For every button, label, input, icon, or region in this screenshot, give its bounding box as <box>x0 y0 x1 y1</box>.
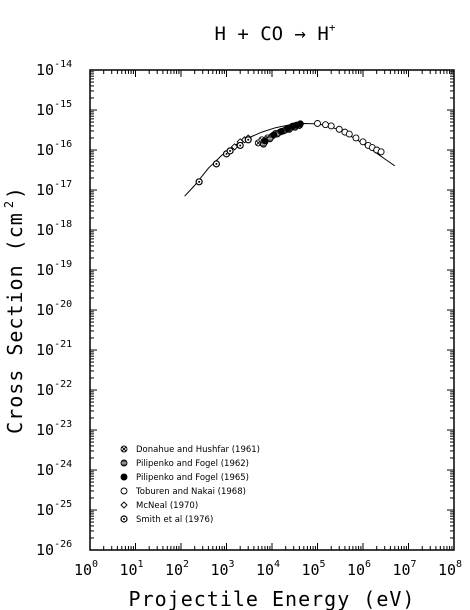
legend-label: Toburen and Nakai (1968) <box>135 487 246 497</box>
y-tick-labels: 10-26 10-25 10-24 10-23 10-22 10-21 10-20 10-19… <box>36 59 72 559</box>
x-tick-label: 107 <box>392 559 416 579</box>
x-tick-labels: 100 101 102 103 104 105 106 107 108 <box>74 559 462 579</box>
legend-marker <box>120 445 128 453</box>
y-tick-label: 10-20 <box>36 299 72 319</box>
y-tick-label: 10-23 <box>36 419 72 439</box>
x-tick-label: 103 <box>210 559 234 579</box>
y-tick-label: 10-14 <box>36 59 72 79</box>
chart-title-superscript: + <box>329 21 336 34</box>
data-point <box>377 148 385 156</box>
data-point <box>230 143 239 151</box>
fit-curve <box>184 122 396 197</box>
legend-label: Donahue and Hushfar (1961) <box>136 445 260 455</box>
y-axis-title-main: Cross Section (cm ) <box>3 186 27 434</box>
legend-label: Pilipenko and Fogel (1965) <box>136 473 249 483</box>
chart-title-main: H + CO → H <box>214 23 328 45</box>
data-point <box>327 122 335 130</box>
y-tick-label: 10-19 <box>36 259 72 279</box>
data-point <box>322 121 329 129</box>
legend-marker <box>120 501 128 509</box>
legend-label: McNeal (1970) <box>136 501 198 511</box>
y-tick-label: 10-25 <box>36 499 72 519</box>
legend-label: Smith et al (1976) <box>136 515 213 525</box>
data-point <box>314 120 321 127</box>
x-tick-label: 100 <box>74 559 98 579</box>
y-tick-label: 10-24 <box>36 459 72 479</box>
legend-label: Pilipenko and Fogel (1962) <box>136 459 249 469</box>
legend-marker <box>120 515 128 523</box>
y-tick-label: 10-15 <box>36 99 72 119</box>
x-tick-label: 108 <box>438 559 462 579</box>
y-axis-title-superscript: 2 <box>2 200 16 208</box>
data-point <box>296 120 304 128</box>
data-point <box>261 137 269 145</box>
data-point <box>195 178 203 186</box>
data-point <box>236 141 244 150</box>
y-tick-label: 10-16 <box>36 139 72 159</box>
data-point <box>352 134 360 142</box>
data-point <box>277 128 285 135</box>
y-tick-label: 10-17 <box>36 179 72 199</box>
fit-curve-group <box>184 122 396 197</box>
data-point <box>335 125 343 133</box>
axis-ticks <box>89 69 455 551</box>
data-point <box>226 147 234 155</box>
x-tick-label: 106 <box>347 559 371 579</box>
y-tick-label: 10-18 <box>36 219 72 239</box>
data-point <box>359 138 367 146</box>
legend-marker <box>120 473 128 481</box>
y-axis-title: Cross Section (cm )2 <box>2 186 27 434</box>
data-point <box>345 130 353 138</box>
y-tick-label: 10-21 <box>36 339 72 359</box>
x-tick-label: 101 <box>119 559 143 579</box>
x-tick-label: 102 <box>165 559 189 579</box>
data-points <box>195 120 385 186</box>
x-axis-title: Projectile Energy (eV) <box>129 587 416 610</box>
legend: Donahue and Hushfar (1961) Pilipenko and … <box>120 445 260 525</box>
y-tick-label: 10-26 <box>36 539 72 559</box>
y-tick-label: 10-22 <box>36 379 72 399</box>
data-point <box>244 136 252 144</box>
data-point <box>212 160 221 168</box>
data-point <box>270 131 278 139</box>
x-tick-label: 105 <box>301 559 325 579</box>
legend-marker <box>120 487 128 495</box>
chart-title: H + CO → H+ <box>214 21 335 45</box>
legend-marker <box>120 459 128 467</box>
x-tick-label: 104 <box>256 559 280 579</box>
